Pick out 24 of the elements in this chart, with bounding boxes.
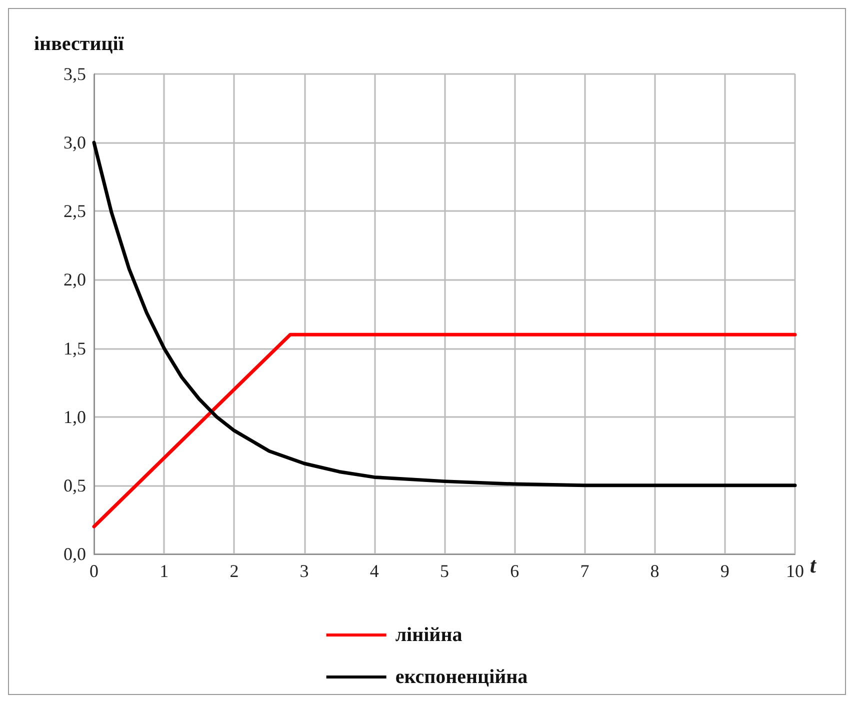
x-tick-label: 7 [580, 561, 590, 581]
x-tick-label: 4 [370, 561, 379, 581]
y-tick-label: 2,5 [64, 201, 86, 222]
x-tick-label: 2 [230, 561, 239, 581]
y-tick-label: 0,5 [64, 475, 86, 496]
x-tick-label: 6 [510, 561, 520, 581]
legend-label: експоненційна [395, 666, 528, 688]
y-tick-label: 1,5 [64, 338, 86, 358]
x-tick-label: 8 [650, 561, 660, 581]
x-tick-label: 5 [440, 561, 449, 581]
x-tick-label: 10 [786, 561, 804, 581]
y-tick-label: 2,0 [64, 270, 86, 290]
y-tick-label: 0,0 [64, 544, 86, 564]
line-series [92, 140, 797, 488]
x-tick-label: 0 [90, 561, 98, 581]
legend-label: лінійна [395, 624, 462, 646]
x-axis-title: t [810, 552, 817, 578]
y-tick-label: 3,0 [64, 132, 86, 153]
y-tick-label: 3,5 [64, 64, 86, 84]
y-axis-title: інвестиції [34, 33, 124, 55]
x-tick-label: 3 [300, 561, 309, 581]
x-tick-label: 1 [160, 561, 169, 581]
x-tick-label: 9 [720, 561, 730, 581]
y-tick-label: 1,0 [64, 406, 86, 427]
